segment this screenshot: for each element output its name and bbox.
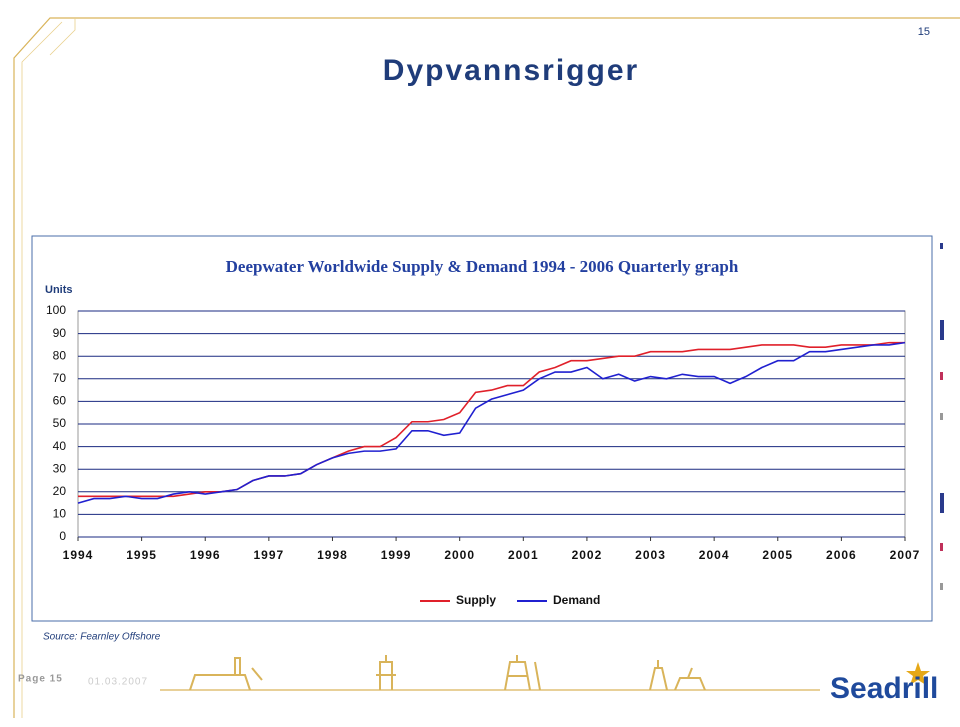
frame-corner [49, 18, 76, 56]
x-tick-label: 1996 [190, 548, 221, 562]
y-tick-label: 20 [53, 484, 67, 498]
x-tick-label: 2006 [826, 548, 857, 562]
footer-date: 01.03.2007 [88, 677, 148, 688]
y-tick-label: 10 [53, 507, 67, 521]
y-tick-label: 40 [53, 439, 67, 453]
x-tick-label: 1997 [253, 548, 284, 562]
x-tick-label: 2000 [444, 548, 475, 562]
x-tick-label: 2005 [762, 548, 793, 562]
x-tick-label: 1999 [381, 548, 412, 562]
logo-star [906, 662, 930, 685]
x-tick-label: 2003 [635, 548, 666, 562]
y-tick-label: 90 [53, 326, 67, 340]
x-tick-label: 1994 [63, 548, 94, 562]
footer-page: Page 15 [18, 674, 63, 685]
page-number: 15 [918, 26, 930, 38]
x-tick-label: 2002 [572, 548, 603, 562]
slide-title: Dypvannsrigger [383, 54, 639, 87]
x-tick-label: 1995 [126, 548, 157, 562]
bullet-fragments [940, 243, 944, 590]
legend-label: Demand [553, 593, 600, 607]
rig-icons [189, 655, 706, 691]
y-tick-label: 0 [59, 529, 66, 543]
y-tick-label: 100 [46, 303, 66, 317]
y-axis-label: Units [45, 284, 73, 296]
legend-label: Supply [456, 593, 496, 607]
x-tick-label: 2001 [508, 548, 539, 562]
y-tick-label: 50 [53, 416, 67, 430]
series-line [77, 341, 906, 504]
logo: Seadrill [830, 672, 938, 705]
x-tick-label: 2007 [890, 548, 921, 562]
y-tick-label: 80 [53, 348, 67, 362]
x-tick-label: 1998 [317, 548, 348, 562]
chart-frame [31, 235, 933, 622]
y-tick-label: 70 [53, 371, 67, 385]
y-tick-label: 60 [53, 394, 67, 408]
chart-title: Deepwater Worldwide Supply & Demand 1994… [226, 257, 739, 276]
y-tick-label: 30 [53, 461, 67, 475]
source-note: Source: Fearnley Offshore [43, 632, 161, 643]
frame [13, 17, 960, 718]
frame-inner [21, 21, 63, 718]
x-tick-label: 2004 [699, 548, 730, 562]
